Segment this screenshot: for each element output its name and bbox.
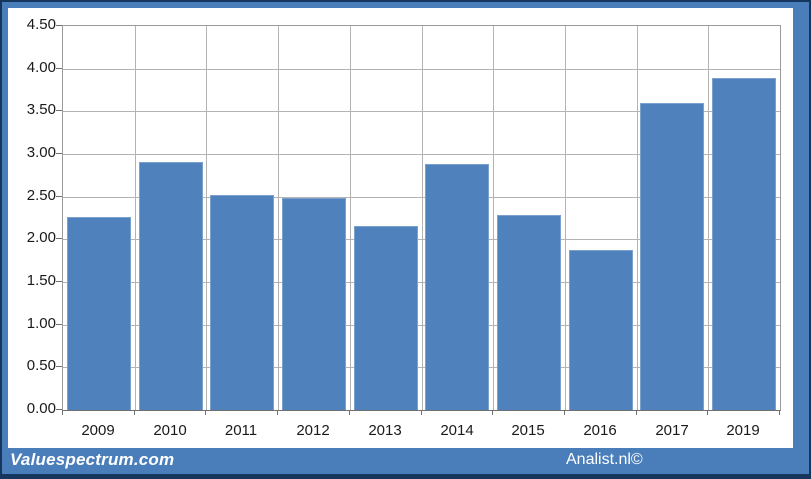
y-axis-tick-mark — [56, 281, 62, 282]
x-axis-tick-mark — [707, 410, 708, 415]
bar-2012 — [281, 198, 346, 410]
gridline-horizontal — [63, 154, 780, 155]
gridline-horizontal — [63, 239, 780, 240]
y-axis-tick-label: 3.00 — [26, 144, 56, 161]
x-axis-tick-mark — [636, 410, 637, 415]
gridline-vertical — [206, 26, 207, 410]
bar-2017 — [640, 103, 705, 410]
y-axis-tick-label: 0.00 — [26, 400, 56, 417]
x-axis-tick-label: 2009 — [81, 422, 115, 439]
y-axis-tick-label: 2.00 — [26, 229, 56, 246]
x-axis-tick-label: 2010 — [153, 422, 187, 439]
gridline-horizontal — [63, 111, 780, 112]
bar-2009 — [66, 217, 131, 410]
y-axis-tick-label: 4.50 — [26, 16, 56, 33]
valuespectrum-watermark: Valuespectrum.com — [10, 450, 175, 469]
x-axis-tick-label: 2011 — [224, 422, 258, 439]
gridline-vertical — [708, 26, 709, 410]
x-axis-tick-mark — [62, 410, 63, 415]
gridline-vertical — [565, 26, 566, 410]
footer-bar: Valuespectrum.com Analist.nl© — [2, 448, 809, 477]
y-axis-tick-label: 4.00 — [26, 59, 56, 76]
y-axis-tick-label: 3.50 — [26, 101, 56, 118]
y-axis-tick-mark — [56, 238, 62, 239]
bar-2016 — [568, 250, 633, 410]
x-axis-tick-mark — [564, 410, 565, 415]
plot-area — [62, 25, 781, 411]
gridline-horizontal — [63, 197, 780, 198]
bar-2015 — [497, 215, 562, 410]
y-axis-tick-mark — [56, 324, 62, 325]
y-axis-tick-label: 0.50 — [26, 357, 56, 374]
x-axis-tick-label: 2015 — [511, 422, 545, 439]
gridline-horizontal — [63, 69, 780, 70]
x-axis-tick-label: 2012 — [296, 422, 330, 439]
y-axis-tick-mark — [56, 25, 62, 26]
x-axis-tick-mark — [205, 410, 206, 415]
x-axis-tick-mark — [134, 410, 135, 415]
x-axis-tick-label: 2017 — [655, 422, 689, 439]
y-axis-tick-mark — [56, 409, 62, 410]
y-axis-tick-label: 2.50 — [26, 187, 56, 204]
bar-2010 — [138, 162, 203, 410]
bar-2014 — [425, 164, 490, 410]
y-axis-tick-mark — [56, 110, 62, 111]
bar-2019 — [712, 78, 777, 410]
gridline-vertical — [637, 26, 638, 410]
x-axis-tick-mark — [421, 410, 422, 415]
bar-2013 — [353, 226, 418, 410]
x-axis-tick-label: 2016 — [583, 422, 617, 439]
gridline-horizontal — [63, 325, 780, 326]
gridline-vertical — [422, 26, 423, 410]
y-axis-tick-label: 1.00 — [26, 315, 56, 332]
y-axis-tick-mark — [56, 153, 62, 154]
gridline-vertical — [350, 26, 351, 410]
y-axis-tick-label: 1.50 — [26, 272, 56, 289]
gridline-horizontal — [63, 282, 780, 283]
x-axis-tick-label: 2013 — [368, 422, 402, 439]
y-axis-tick-mark — [56, 68, 62, 69]
x-axis-tick-mark — [349, 410, 350, 415]
analist-watermark: Analist.nl© — [566, 451, 643, 468]
x-axis-tick-mark — [492, 410, 493, 415]
chart-panel: 0.00 0.50 1.00 1.50 2.00 2.50 3.00 3.50 4.00 4.50… — [8, 8, 793, 453]
y-axis-tick-mark — [56, 196, 62, 197]
x-axis-tick-mark — [779, 410, 780, 415]
gridline-horizontal — [63, 367, 780, 368]
x-axis-tick-mark — [277, 410, 278, 415]
gridline-vertical — [135, 26, 136, 410]
bar-2011 — [210, 195, 275, 410]
y-axis-tick-mark — [56, 366, 62, 367]
gridline-vertical — [493, 26, 494, 410]
gridline-vertical — [278, 26, 279, 410]
x-axis-tick-label: 2019 — [726, 422, 760, 439]
x-axis-tick-label: 2014 — [440, 422, 474, 439]
